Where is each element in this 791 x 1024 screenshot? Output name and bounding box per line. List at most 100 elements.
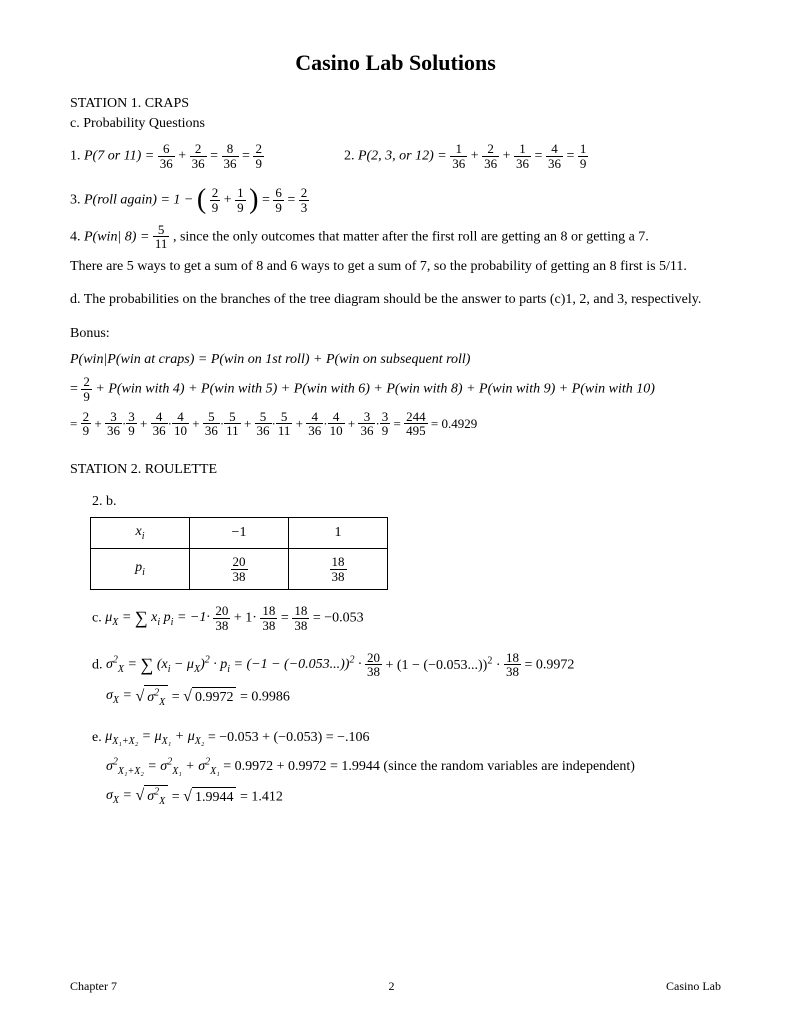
e-l1: = −0.053 + (−0.053) = −.106: [208, 731, 370, 746]
e-l3: σX = σ2X = 1.9944 = 1.412: [106, 785, 721, 809]
c-mu: μX =: [105, 610, 135, 625]
bonus-l3: = 29 + 336·39 + 436·410 + 536·511 + 536·…: [70, 410, 721, 438]
q4: 4. P(win| 8) = 511 , since the only outc…: [70, 223, 721, 251]
q2-label: 2.: [344, 148, 358, 163]
q1-f2n: 2: [190, 142, 207, 157]
t-r2c1: pi: [135, 560, 145, 575]
c-f1n: 20: [213, 604, 230, 619]
d-f2d: 38: [504, 665, 521, 679]
q4-para: There are 5 ways to get a sum of 8 and 6…: [70, 257, 721, 277]
bonus-l2-pre: =: [70, 382, 81, 397]
c-f2d: 38: [260, 619, 277, 633]
q1-q2-row: 1. P(7 or 11) = 636 + 236 = 836 = 29 2. …: [70, 136, 721, 176]
bl2-f1d: 9: [81, 390, 92, 404]
station2-heading: STATION 2. ROULETTE: [70, 462, 721, 478]
q1-f4d: 9: [253, 157, 264, 171]
d-sqrt-res: 0.9986: [251, 689, 290, 704]
e-sqrt-res: 1.412: [251, 789, 283, 804]
q4-tail: , since the only outcomes that matter af…: [173, 229, 649, 244]
c-f2n: 18: [260, 604, 277, 619]
footer-right: Casino Lab: [666, 979, 721, 994]
q3-f3n: 6: [273, 186, 284, 201]
roulette-table: xi −1 1 pi 2038 1838: [90, 517, 388, 590]
c-f1d: 38: [213, 619, 230, 633]
part-d-s2: d. σ2X = ∑ (xi − μX)2 · pi = (−1 − (−0.0…: [92, 651, 721, 679]
t-r1c2: −1: [190, 518, 289, 549]
bonus-l1: P(win|P(win at craps) = P(win on 1st rol…: [70, 350, 721, 370]
q3-f4n: 2: [299, 186, 310, 201]
d-label: d.: [92, 657, 106, 672]
station1-heading: STATION 1. CRAPS: [70, 96, 721, 112]
t-r2c3d: 38: [330, 570, 347, 584]
bonus-l2: = 29 + P(win with 4) + P(win with 5) + P…: [70, 375, 721, 403]
q2-f5n: 1: [578, 142, 589, 157]
e-l2-vals: = 0.9972 + 0.9972 = 1.9944: [223, 759, 380, 774]
bonus-l2-rest: + P(win with 4) + P(win with 5) + P(win …: [95, 382, 655, 397]
q1-f2d: 36: [190, 157, 207, 171]
eq: =: [210, 148, 221, 163]
c-label: c.: [92, 611, 105, 626]
q2-f2n: 2: [482, 142, 499, 157]
part-d: d. The probabilities on the branches of …: [70, 290, 721, 310]
t-r2c2n: 20: [231, 555, 248, 570]
q2-f3d: 36: [514, 157, 531, 171]
bonus-head: Bonus:: [70, 324, 721, 344]
q4-fd: 11: [153, 237, 170, 251]
t-r2c3: 1838: [289, 549, 388, 590]
part-e: e. μX₁+X₂ = μX₁ + μX₂ = −0.053 + (−0.053…: [92, 727, 721, 749]
t-r2c3n: 18: [330, 555, 347, 570]
q2-f4n: 4: [546, 142, 563, 157]
page-title: Casino Lab Solutions: [70, 50, 721, 76]
q3-f2d: 9: [235, 201, 246, 215]
page: Casino Lab Solutions STATION 1. CRAPS c.…: [0, 0, 791, 1024]
q2: 2. P(2, 3, or 12) = 136 + 236 + 136 = 43…: [344, 142, 588, 170]
d-result: 0.9972: [536, 657, 575, 672]
q4-label: 4.: [70, 229, 84, 244]
e-l2: σ2X₁+X₂ = σ2X₁ + σ2X₁ = 0.9972 + 0.9972 …: [106, 755, 721, 778]
q3-f1n: 2: [210, 186, 221, 201]
q3-f3d: 9: [273, 201, 284, 215]
bl2-f1n: 2: [81, 375, 92, 390]
e-label: e.: [92, 731, 105, 746]
q2-f5d: 9: [578, 157, 589, 171]
q1-f3d: 36: [222, 157, 239, 171]
footer: Chapter 7 2 Casino Lab: [70, 979, 721, 994]
e-l2-note: (since the random variables are independ…: [383, 759, 635, 774]
d-f1d: 38: [365, 665, 382, 679]
t-r2c2: 2038: [190, 549, 289, 590]
d-sigma: σ2X =: [106, 657, 140, 672]
c-result: −0.053: [324, 611, 363, 626]
plus: +: [178, 148, 189, 163]
part-c: c. μX = ∑ xi pi = −1· 2038 + 1· 1838 = 1…: [92, 604, 721, 632]
q2-f1d: 36: [450, 157, 467, 171]
q1-f4n: 2: [253, 142, 264, 157]
q3: 3. P(roll again) = 1 − ( 29 + 19 ) = 69 …: [70, 186, 721, 214]
footer-center: 2: [389, 979, 395, 994]
q4-lhs: P(win| 8) =: [84, 229, 149, 244]
q3-f1d: 9: [210, 201, 221, 215]
c-f3n: 18: [292, 604, 309, 619]
q2-f1n: 1: [450, 142, 467, 157]
c-sum-arg: xi pi = −1·: [151, 610, 210, 625]
q3-f2n: 1: [235, 186, 246, 201]
t-r1c1: xi: [136, 524, 145, 539]
d-sqrt-arg: 0.9972: [192, 687, 237, 708]
q1-lhs: P(7 or 11) =: [84, 148, 154, 163]
d-f2n: 18: [504, 651, 521, 666]
d-line2: σX = σ2X = 0.9972 = 0.9986: [106, 685, 721, 709]
station1-sub: c. Probability Questions: [70, 116, 721, 132]
t-r2c2d: 38: [231, 570, 248, 584]
q1-f3n: 8: [222, 142, 239, 157]
d-f1n: 20: [365, 651, 382, 666]
q4-fn: 5: [153, 223, 170, 238]
eq: =: [242, 148, 253, 163]
q3-f4d: 3: [299, 201, 310, 215]
q1-f1d: 36: [158, 157, 175, 171]
s2-sub: 2. b.: [92, 492, 721, 512]
q1-f1n: 6: [158, 142, 175, 157]
q3-lhs: P(roll again) = 1 −: [84, 193, 193, 208]
e-sqrt-arg: 1.9944: [192, 787, 237, 808]
t-r1c3: 1: [289, 518, 388, 549]
footer-left: Chapter 7: [70, 979, 117, 994]
c-f3d: 38: [292, 619, 309, 633]
